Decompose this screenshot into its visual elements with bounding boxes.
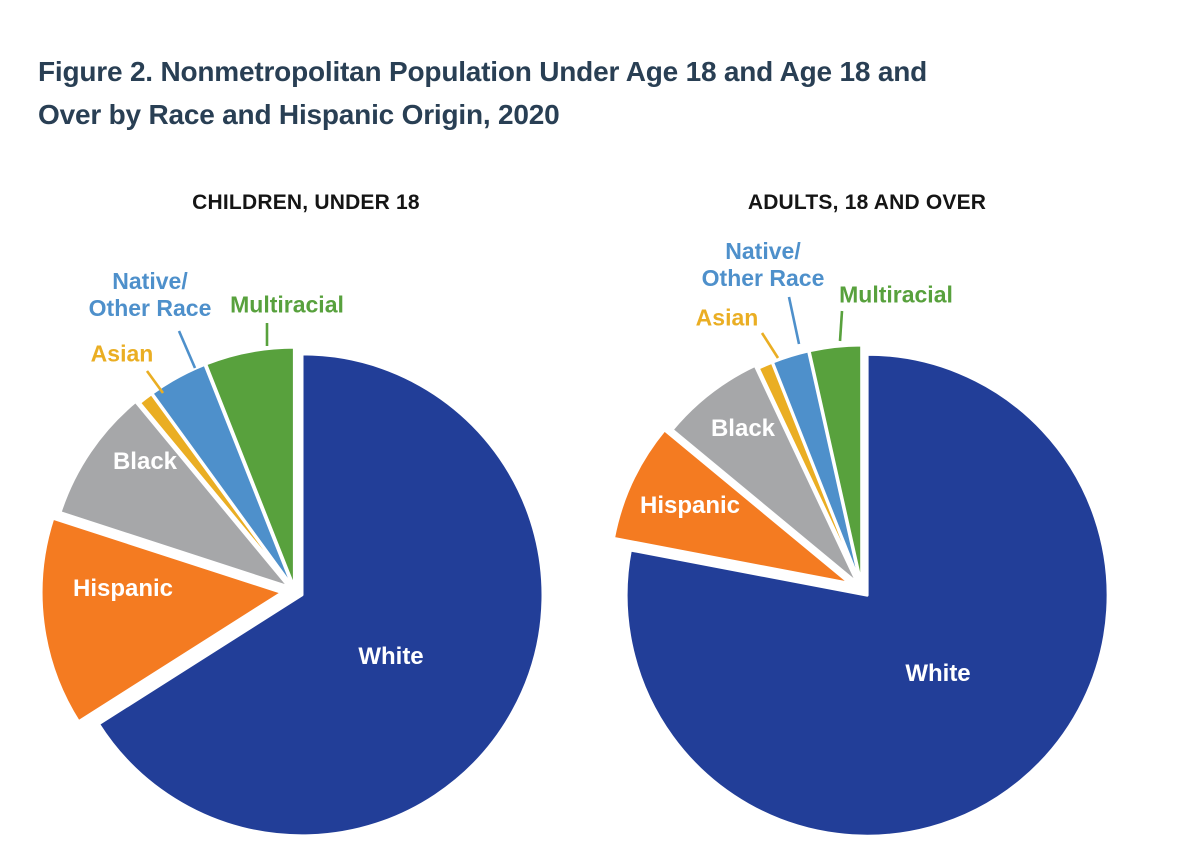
figure-title: Figure 2. Nonmetropolitan Population Und…: [38, 50, 1158, 136]
figure-title-line2: Over by Race and Hispanic Origin, 2020: [38, 99, 560, 130]
label-children-black: Black: [112, 447, 178, 475]
label-adults-native-other-race-line2: Other Race: [701, 265, 825, 291]
label-adults-native-other-race-line1: Native/: [725, 237, 801, 264]
chart-title-children: CHILDREN, UNDER 18: [192, 191, 420, 214]
slice-children-black: [58, 399, 291, 589]
label-adults-hispanic: Hispanic: [639, 491, 741, 519]
label-adults-asian: Asian: [695, 304, 759, 331]
slice-adults-black: [670, 363, 860, 585]
leader-adults-multiracial: [838, 310, 844, 342]
slice-children-white: [97, 352, 545, 838]
chart-title-adults: ADULTS, 18 AND OVER: [747, 191, 987, 214]
leader-children-native-other-race: [177, 330, 197, 369]
label-children-white: White: [358, 642, 424, 670]
figure-title-line1: Figure 2. Nonmetropolitan Population Und…: [38, 56, 927, 87]
label-adults-white: White: [905, 659, 971, 687]
label-children-native-other-race: Native/Other Race: [89, 268, 212, 322]
label-children-native-other-race-line2: Other Race: [88, 295, 212, 321]
slice-adults-hispanic: [612, 428, 852, 585]
label-children-native-other-race-line1: Native/: [112, 267, 188, 294]
leader-adults-asian: [760, 332, 780, 359]
label-adults-native-other-race: Native/Other Race: [702, 238, 825, 292]
slice-adults-multiracial: [807, 343, 864, 588]
label-children-multiracial: Multiracial: [230, 291, 344, 318]
slice-children-hispanic: [39, 516, 284, 724]
label-adults-black: Black: [710, 414, 776, 442]
slice-adults-white: [624, 352, 1110, 838]
slice-children-multiracial: [204, 345, 296, 590]
label-children-asian: Asian: [90, 340, 154, 367]
leader-children-asian: [145, 370, 165, 394]
label-adults-multiracial: Multiracial: [839, 281, 953, 308]
label-children-hispanic: Hispanic: [72, 574, 174, 602]
leader-adults-native-other-race: [787, 296, 801, 345]
